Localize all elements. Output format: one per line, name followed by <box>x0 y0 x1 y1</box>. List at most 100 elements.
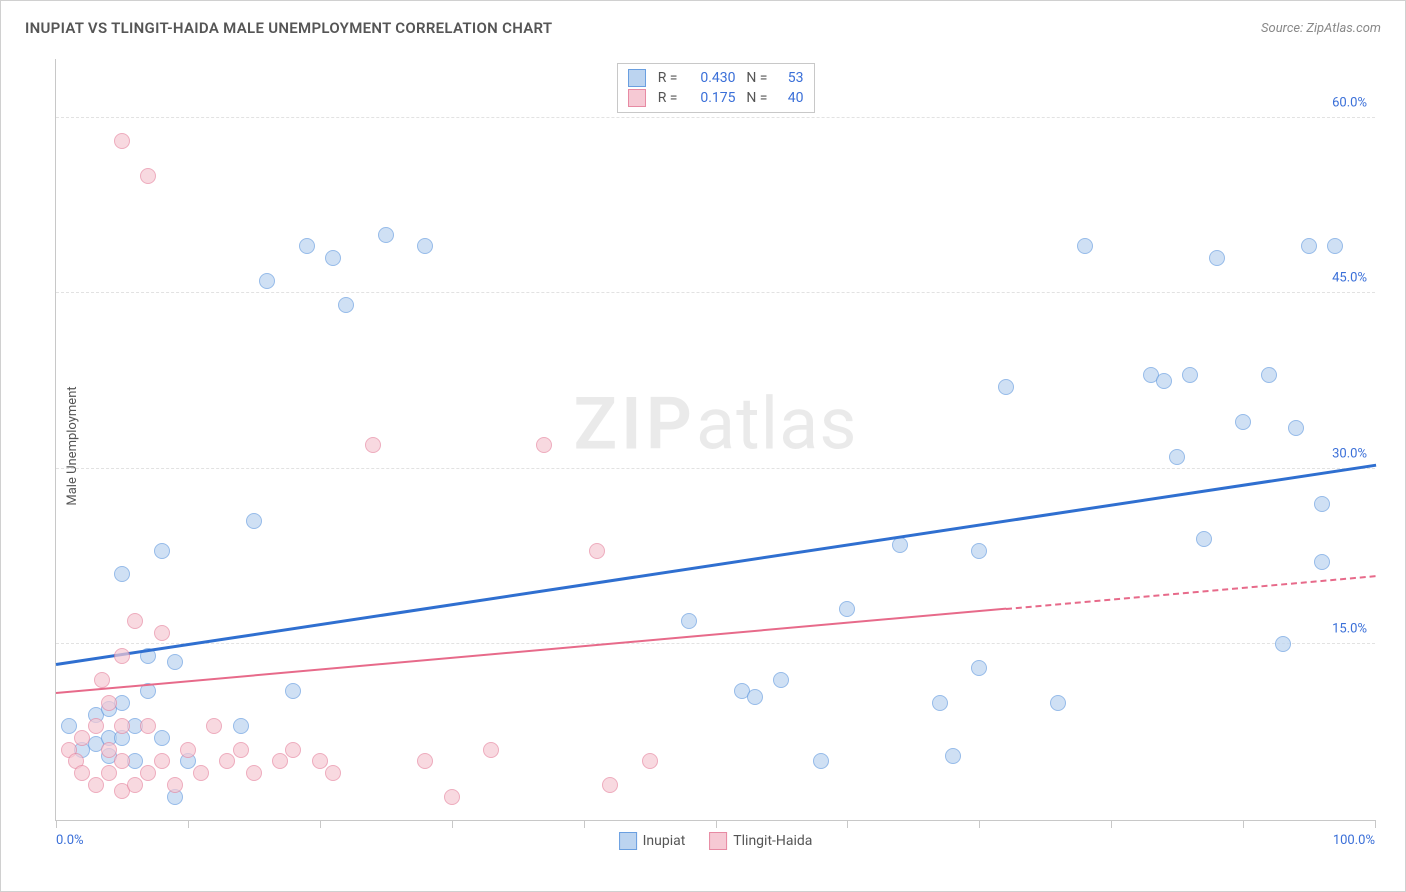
data-point <box>325 765 341 781</box>
watermark-rest: atlas <box>696 382 858 467</box>
stat-r-value: 0.430 <box>684 70 736 86</box>
data-point <box>642 753 658 769</box>
data-point <box>1077 238 1093 254</box>
data-point <box>272 753 288 769</box>
data-point <box>839 601 855 617</box>
data-point <box>88 777 104 793</box>
data-point <box>140 718 156 734</box>
data-point <box>338 297 354 313</box>
x-tick <box>716 820 717 828</box>
data-point <box>312 753 328 769</box>
data-point <box>154 625 170 641</box>
data-point <box>74 730 90 746</box>
data-point <box>1156 373 1172 389</box>
data-point <box>219 753 235 769</box>
data-point <box>1050 695 1066 711</box>
data-point <box>1182 367 1198 383</box>
data-point <box>444 789 460 805</box>
data-point <box>1196 531 1212 547</box>
data-point <box>259 273 275 289</box>
legend-item: Tlingit-Haida <box>709 832 812 850</box>
data-point <box>483 742 499 758</box>
legend-swatch <box>619 832 637 850</box>
x-tick <box>847 820 848 828</box>
data-point <box>167 654 183 670</box>
legend-item: Inupiat <box>619 832 686 850</box>
data-point <box>971 543 987 559</box>
x-tick <box>452 820 453 828</box>
data-point <box>206 718 222 734</box>
data-point <box>1275 636 1291 652</box>
stat-n-value: 40 <box>774 90 804 106</box>
chart-container: INUPIAT VS TLINGIT-HAIDA MALE UNEMPLOYME… <box>0 0 1406 892</box>
data-point <box>114 753 130 769</box>
trend-line <box>1006 575 1376 610</box>
data-point <box>299 238 315 254</box>
data-point <box>154 543 170 559</box>
data-point <box>1314 496 1330 512</box>
data-point <box>681 613 697 629</box>
data-point <box>140 765 156 781</box>
data-point <box>167 777 183 793</box>
x-axis-min-label: 0.0% <box>56 833 84 848</box>
data-point <box>114 648 130 664</box>
legend-swatch <box>628 89 646 107</box>
data-point <box>1301 238 1317 254</box>
data-point <box>747 689 763 705</box>
data-point <box>998 379 1014 395</box>
data-point <box>417 753 433 769</box>
watermark: ZIPatlas <box>573 382 857 467</box>
data-point <box>1235 414 1251 430</box>
x-tick <box>1375 820 1376 828</box>
data-point <box>193 765 209 781</box>
data-point <box>285 683 301 699</box>
data-point <box>246 513 262 529</box>
y-tick-label: 30.0% <box>1332 446 1367 461</box>
data-point <box>94 672 110 688</box>
data-point <box>1169 449 1185 465</box>
data-point <box>773 672 789 688</box>
data-point <box>101 695 117 711</box>
x-tick <box>188 820 189 828</box>
chart-title: INUPIAT VS TLINGIT-HAIDA MALE UNEMPLOYME… <box>25 19 552 37</box>
data-point <box>114 566 130 582</box>
x-tick <box>979 820 980 828</box>
gridline <box>56 292 1375 293</box>
watermark-bold: ZIP <box>573 382 695 467</box>
y-tick-label: 45.0% <box>1332 271 1367 286</box>
stats-row: R =0.175N =40 <box>628 88 804 108</box>
data-point <box>233 718 249 734</box>
stat-n-label: N = <box>742 70 768 86</box>
stats-row: R =0.430N =53 <box>628 68 804 88</box>
data-point <box>417 238 433 254</box>
gridline <box>56 643 1375 644</box>
stat-r-label: R = <box>652 90 678 106</box>
data-point <box>101 742 117 758</box>
legend-label: Tlingit-Haida <box>733 833 812 849</box>
title-row: INUPIAT VS TLINGIT-HAIDA MALE UNEMPLOYME… <box>25 19 1381 37</box>
data-point <box>589 543 605 559</box>
data-point <box>945 748 961 764</box>
data-point <box>285 742 301 758</box>
data-point <box>1314 554 1330 570</box>
data-point <box>114 718 130 734</box>
data-point <box>154 753 170 769</box>
plot-area: ZIPatlas R =0.430N =53R =0.175N =40 Inup… <box>55 59 1375 821</box>
legend-label: Inupiat <box>643 833 686 849</box>
data-point <box>127 777 143 793</box>
data-point <box>971 660 987 676</box>
legend-swatch <box>709 832 727 850</box>
source-attribution: Source: ZipAtlas.com <box>1261 21 1381 36</box>
trend-line <box>56 608 1007 694</box>
data-point <box>602 777 618 793</box>
data-point <box>61 718 77 734</box>
stat-n-label: N = <box>742 90 768 106</box>
x-tick <box>1111 820 1112 828</box>
data-point <box>246 765 262 781</box>
data-point <box>932 695 948 711</box>
y-tick-label: 60.0% <box>1332 95 1367 110</box>
data-point <box>1288 420 1304 436</box>
stats-legend-box: R =0.430N =53R =0.175N =40 <box>617 63 815 113</box>
data-point <box>378 227 394 243</box>
data-point <box>233 742 249 758</box>
